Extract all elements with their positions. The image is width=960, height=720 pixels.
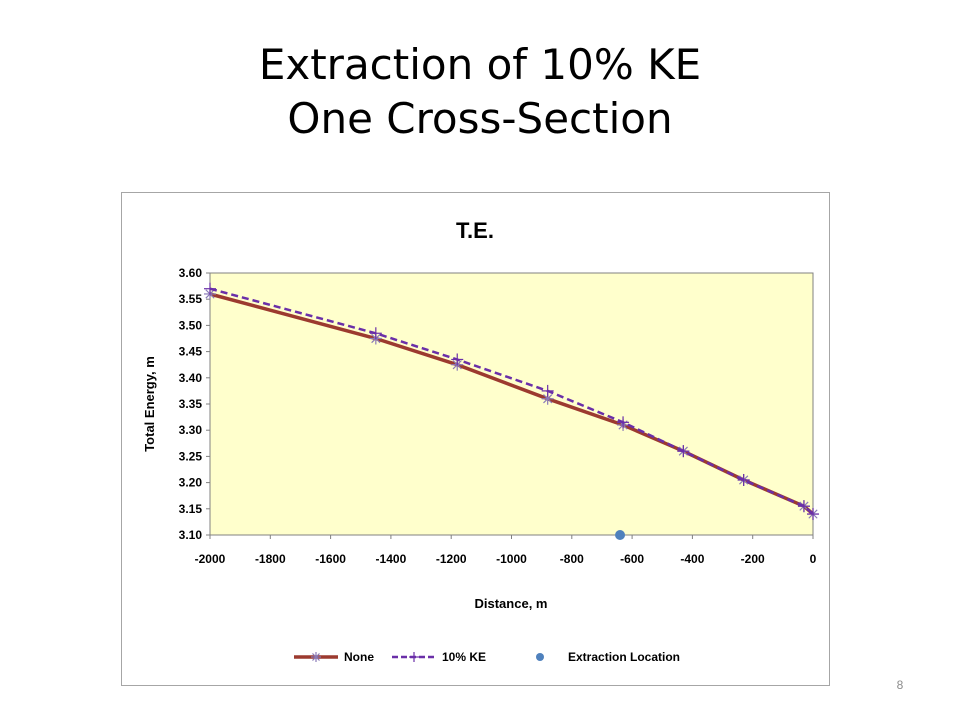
data-point <box>617 416 630 429</box>
y-tick-label: 3.40 <box>179 371 203 385</box>
data-point <box>677 445 690 458</box>
slide-number: 8 <box>896 678 904 692</box>
chart-title: T.E. <box>456 218 494 243</box>
total-energy-chart: T.E. 3.10 3.15 3.20 3.25 3.30 3.35 3.40 3.45 3.5… <box>142 218 819 664</box>
x-tick-label: -800 <box>560 552 584 566</box>
legend: None 10% KE Extraction Location <box>294 650 680 664</box>
plus-marker <box>677 445 690 458</box>
x-tick-label: -400 <box>680 552 704 566</box>
x-tick-label: -1800 <box>255 552 286 566</box>
asterisk-marker <box>311 652 321 662</box>
circle-marker <box>536 653 544 661</box>
circle-marker <box>615 530 626 540</box>
data-point <box>737 473 750 486</box>
legend-item: None <box>294 650 374 664</box>
data-point <box>807 508 819 521</box>
y-tick-label: 3.30 <box>179 423 203 437</box>
data-point <box>541 384 554 397</box>
data-point <box>797 500 810 513</box>
x-tick-label: -1000 <box>496 552 527 566</box>
x-tick-label: -1400 <box>376 552 407 566</box>
series-layer <box>204 282 819 540</box>
x-axis-ticks: -2000 -1800 -1600 -1400 -1200 -1000 -800 -600 -4… <box>195 535 817 566</box>
plus-marker <box>797 500 810 513</box>
y-tick-label: 3.25 <box>179 449 203 463</box>
y-tick-label: 3.10 <box>179 528 203 542</box>
x-tick-label: 0 <box>810 552 817 566</box>
x-tick-label: -2000 <box>195 552 226 566</box>
plus-marker <box>541 384 554 397</box>
y-tick-label: 3.20 <box>179 476 203 490</box>
y-tick-label: 3.45 <box>179 345 203 359</box>
plus-marker <box>737 473 750 486</box>
plus-marker <box>807 508 819 521</box>
x-tick-label: -600 <box>620 552 644 566</box>
legend-item: 10% KE <box>392 650 486 664</box>
series-10-ke <box>204 282 819 521</box>
legend-label: Extraction Location <box>568 650 680 664</box>
x-tick-label: -1600 <box>315 552 346 566</box>
y-axis-ticks: 3.10 3.15 3.20 3.25 3.30 3.35 3.40 3.45 3.50 3.55… <box>179 266 210 542</box>
data-point <box>451 353 464 366</box>
y-tick-label: 3.55 <box>179 292 203 306</box>
plus-marker <box>617 416 630 429</box>
y-tick-label: 3.50 <box>179 318 203 332</box>
y-tick-label: 3.35 <box>179 397 203 411</box>
x-axis-label: Distance, m <box>475 596 548 611</box>
y-tick-label: 3.60 <box>179 266 203 280</box>
plus-marker <box>369 327 382 340</box>
plus-marker <box>451 353 464 366</box>
x-tick-label: -1200 <box>436 552 467 566</box>
data-point <box>204 282 216 295</box>
data-point <box>541 392 554 405</box>
chart-frame: T.E. 3.10 3.15 3.20 3.25 3.30 3.35 3.40 3.45 3.5… <box>121 192 830 686</box>
slide-title-line-2: One Cross-Section <box>287 94 673 143</box>
slide-title-line-1: Extraction of 10% KE <box>258 40 702 89</box>
series-extraction-location <box>615 530 626 540</box>
data-point <box>369 327 382 340</box>
x-tick-label: -200 <box>741 552 765 566</box>
y-tick-label: 3.15 <box>179 502 203 516</box>
y-axis-label: Total Energy, m <box>142 356 157 452</box>
legend-label: None <box>344 650 374 664</box>
asterisk-marker <box>541 392 554 405</box>
plus-marker <box>204 282 216 295</box>
slide-title: Extraction of 10% KE One Cross-Section <box>0 38 960 146</box>
plus-marker <box>409 652 419 662</box>
legend-label: 10% KE <box>442 650 486 664</box>
legend-item: Extraction Location <box>536 650 680 664</box>
data-point <box>615 530 626 540</box>
